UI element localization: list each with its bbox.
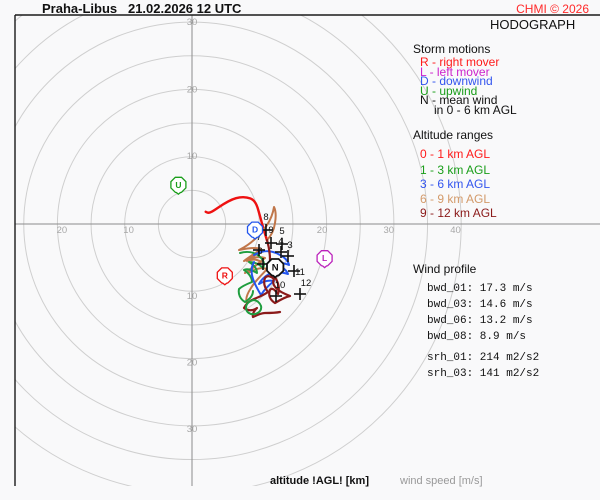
svg-text:30: 30: [187, 424, 198, 435]
svg-text:10: 10: [187, 291, 198, 302]
svg-text:20: 20: [57, 225, 68, 236]
svg-text:9: 9: [268, 225, 273, 236]
svg-text:L: L: [322, 253, 327, 263]
svg-text:4: 4: [278, 236, 283, 247]
svg-text:3: 3: [287, 240, 292, 251]
svg-text:30: 30: [187, 17, 198, 28]
svg-text:30: 30: [384, 225, 395, 236]
svg-text:D: D: [252, 225, 258, 235]
svg-text:6: 6: [257, 246, 262, 257]
svg-text:10: 10: [123, 225, 134, 236]
svg-text:20: 20: [187, 85, 198, 96]
svg-text:8: 8: [263, 212, 268, 223]
svg-text:40: 40: [450, 225, 461, 236]
svg-text:10: 10: [187, 151, 198, 162]
svg-text:11: 11: [295, 267, 305, 278]
svg-text:12: 12: [301, 278, 312, 289]
svg-text:U: U: [175, 180, 181, 190]
svg-text:N: N: [272, 263, 279, 274]
svg-text:R: R: [222, 270, 228, 280]
svg-text:20: 20: [317, 225, 328, 236]
svg-text:10: 10: [275, 280, 286, 291]
svg-text:20: 20: [187, 358, 198, 369]
